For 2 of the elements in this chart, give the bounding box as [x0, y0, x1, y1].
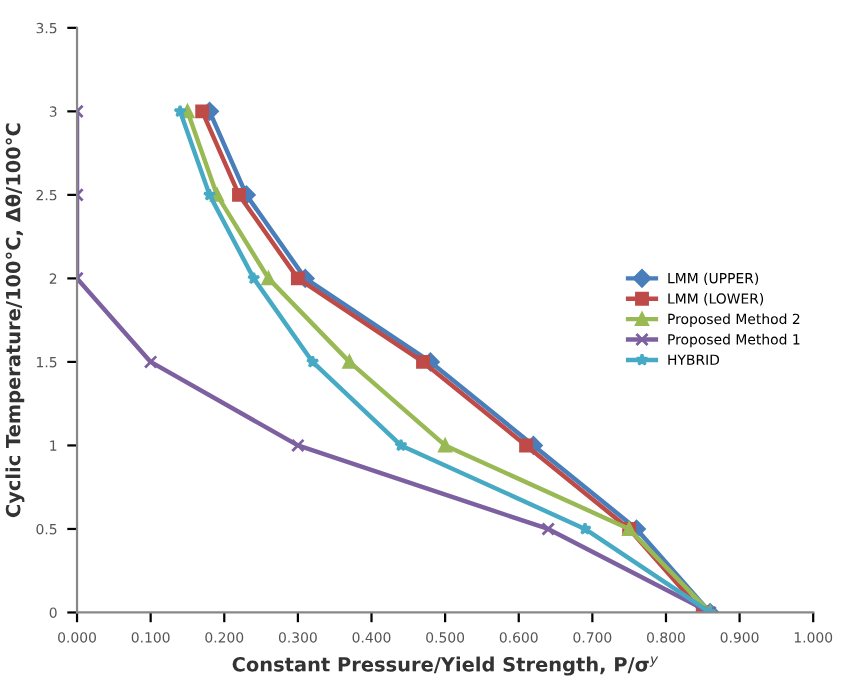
x-axis-title: Constant Pressure/Yield Strength, P/σ$^{y}$	[232, 656, 659, 676]
y-axis-title: Cyclic Temperature/100°C, Δθ/100°C	[5, 123, 25, 518]
